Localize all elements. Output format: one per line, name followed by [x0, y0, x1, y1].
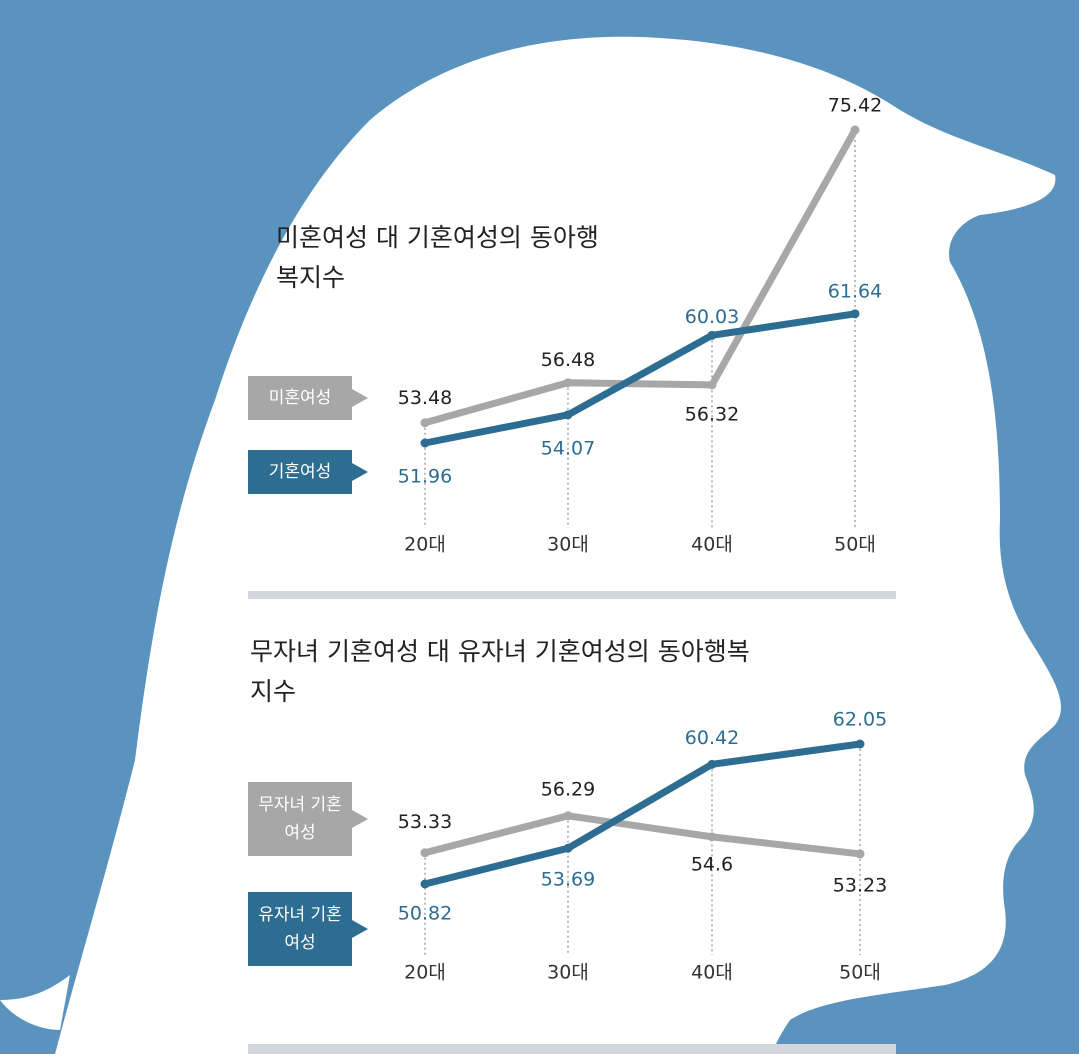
- data-point: [563, 410, 573, 420]
- data-point: [707, 330, 717, 340]
- data-point: [855, 849, 865, 859]
- data-point: [563, 378, 573, 388]
- series-line: [424, 740, 861, 888]
- legend-item: 미혼여성: [248, 376, 368, 420]
- data-label: 56.48: [541, 349, 595, 371]
- x-tick-label: 50대: [834, 534, 876, 556]
- series-line: [424, 128, 859, 427]
- data-point: [855, 739, 865, 749]
- data-label: 54.07: [541, 437, 595, 459]
- data-label: 53.69: [541, 869, 595, 891]
- x-tick-label: 50대: [839, 962, 881, 984]
- separator: [248, 591, 896, 599]
- data-label: 51.96: [398, 466, 452, 488]
- data-point: [420, 438, 430, 448]
- data-point: [850, 125, 860, 135]
- x-tick-label: 20대: [404, 962, 446, 984]
- data-label: 50.82: [398, 903, 452, 925]
- x-tick-label: 30대: [547, 534, 589, 556]
- data-point: [420, 879, 430, 889]
- data-label: 60.03: [685, 306, 739, 328]
- data-point: [420, 418, 430, 428]
- hair-wisp: [0, 975, 70, 1030]
- separator: [248, 1044, 896, 1054]
- x-tick-label: 30대: [547, 962, 589, 984]
- data-label: 53.48: [398, 387, 452, 409]
- data-point: [420, 848, 430, 858]
- data-label: 75.42: [828, 95, 882, 117]
- x-tick-label: 40대: [691, 962, 733, 984]
- chart-title: 무자녀 기혼여성 대 유자녀 기혼여성의 동아행복지수: [250, 637, 750, 706]
- data-point: [707, 380, 717, 390]
- legend-item: 유자녀 기혼여성: [248, 892, 368, 966]
- chart-title: 미혼여성 대 기혼여성의 동아행복지수: [276, 223, 599, 292]
- legend-item: 기혼여성: [248, 450, 368, 494]
- data-label: 54.6: [691, 853, 733, 875]
- data-label: 60.42: [685, 727, 739, 749]
- data-label: 53.33: [398, 811, 452, 833]
- data-label: 56.32: [685, 403, 739, 425]
- data-point: [850, 309, 860, 319]
- data-label: 61.64: [828, 280, 882, 302]
- data-point: [563, 843, 573, 853]
- series-line: [424, 310, 856, 447]
- x-tick-label: 40대: [691, 534, 733, 556]
- series-line: [424, 812, 861, 858]
- x-tick-label: 20대: [404, 534, 446, 556]
- data-point: [707, 832, 717, 842]
- legend-item: 무자녀 기혼여성: [248, 782, 368, 856]
- data-label: 56.29: [541, 778, 595, 800]
- data-point: [707, 759, 717, 769]
- data-point: [563, 811, 573, 821]
- data-label: 62.05: [833, 709, 887, 731]
- data-label: 53.23: [833, 874, 887, 896]
